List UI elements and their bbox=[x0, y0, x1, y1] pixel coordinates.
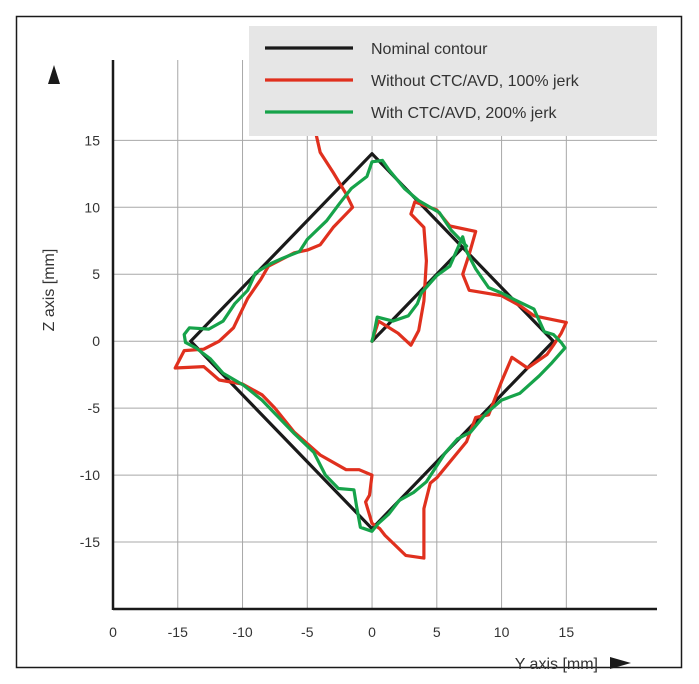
y-tick-label: -5 bbox=[88, 400, 101, 416]
legend-label: With CTC/AVD, 200% jerk bbox=[371, 105, 558, 122]
z-axis-arrow-icon bbox=[48, 65, 60, 84]
legend-label: Nominal contour bbox=[371, 41, 488, 58]
grid-lines bbox=[113, 60, 657, 609]
x-tick-label: 5 bbox=[433, 624, 441, 640]
y-tick-label: 15 bbox=[84, 132, 100, 148]
legend-label: Without CTC/AVD, 100% jerk bbox=[371, 73, 580, 90]
axes bbox=[111, 60, 657, 611]
y-tick-label: 10 bbox=[84, 199, 100, 215]
y-tick-labels: 15 10 5 0 -5 -10 -15 bbox=[80, 132, 100, 550]
y-axis-label: Y axis [mm] bbox=[515, 656, 598, 673]
series-line-1 bbox=[189, 152, 555, 531]
x-tick-label: -15 bbox=[168, 624, 188, 640]
legend: Nominal contour Without CTC/AVD, 100% jer… bbox=[249, 26, 657, 136]
x-tick-label: 0 bbox=[109, 624, 117, 640]
z-axis-label: Z axis [mm] bbox=[41, 249, 58, 332]
outer-border bbox=[15, 15, 683, 669]
x-tick-label: 15 bbox=[559, 624, 575, 640]
y-tick-label: -10 bbox=[80, 467, 100, 483]
y-tick-label: 0 bbox=[92, 333, 100, 349]
y-axis-arrow-icon bbox=[610, 657, 631, 669]
series-layer bbox=[173, 98, 568, 560]
series-line-3 bbox=[182, 158, 567, 533]
x-tick-label: 0 bbox=[368, 624, 376, 640]
y-tick-label: 5 bbox=[92, 266, 100, 282]
x-tick-labels: 0 -15 -10 -5 0 5 10 15 bbox=[109, 624, 574, 640]
x-tick-label: -5 bbox=[301, 624, 314, 640]
x-tick-label: -10 bbox=[232, 624, 252, 640]
y-tick-label: -15 bbox=[80, 534, 100, 550]
x-tick-label: 10 bbox=[494, 624, 510, 640]
